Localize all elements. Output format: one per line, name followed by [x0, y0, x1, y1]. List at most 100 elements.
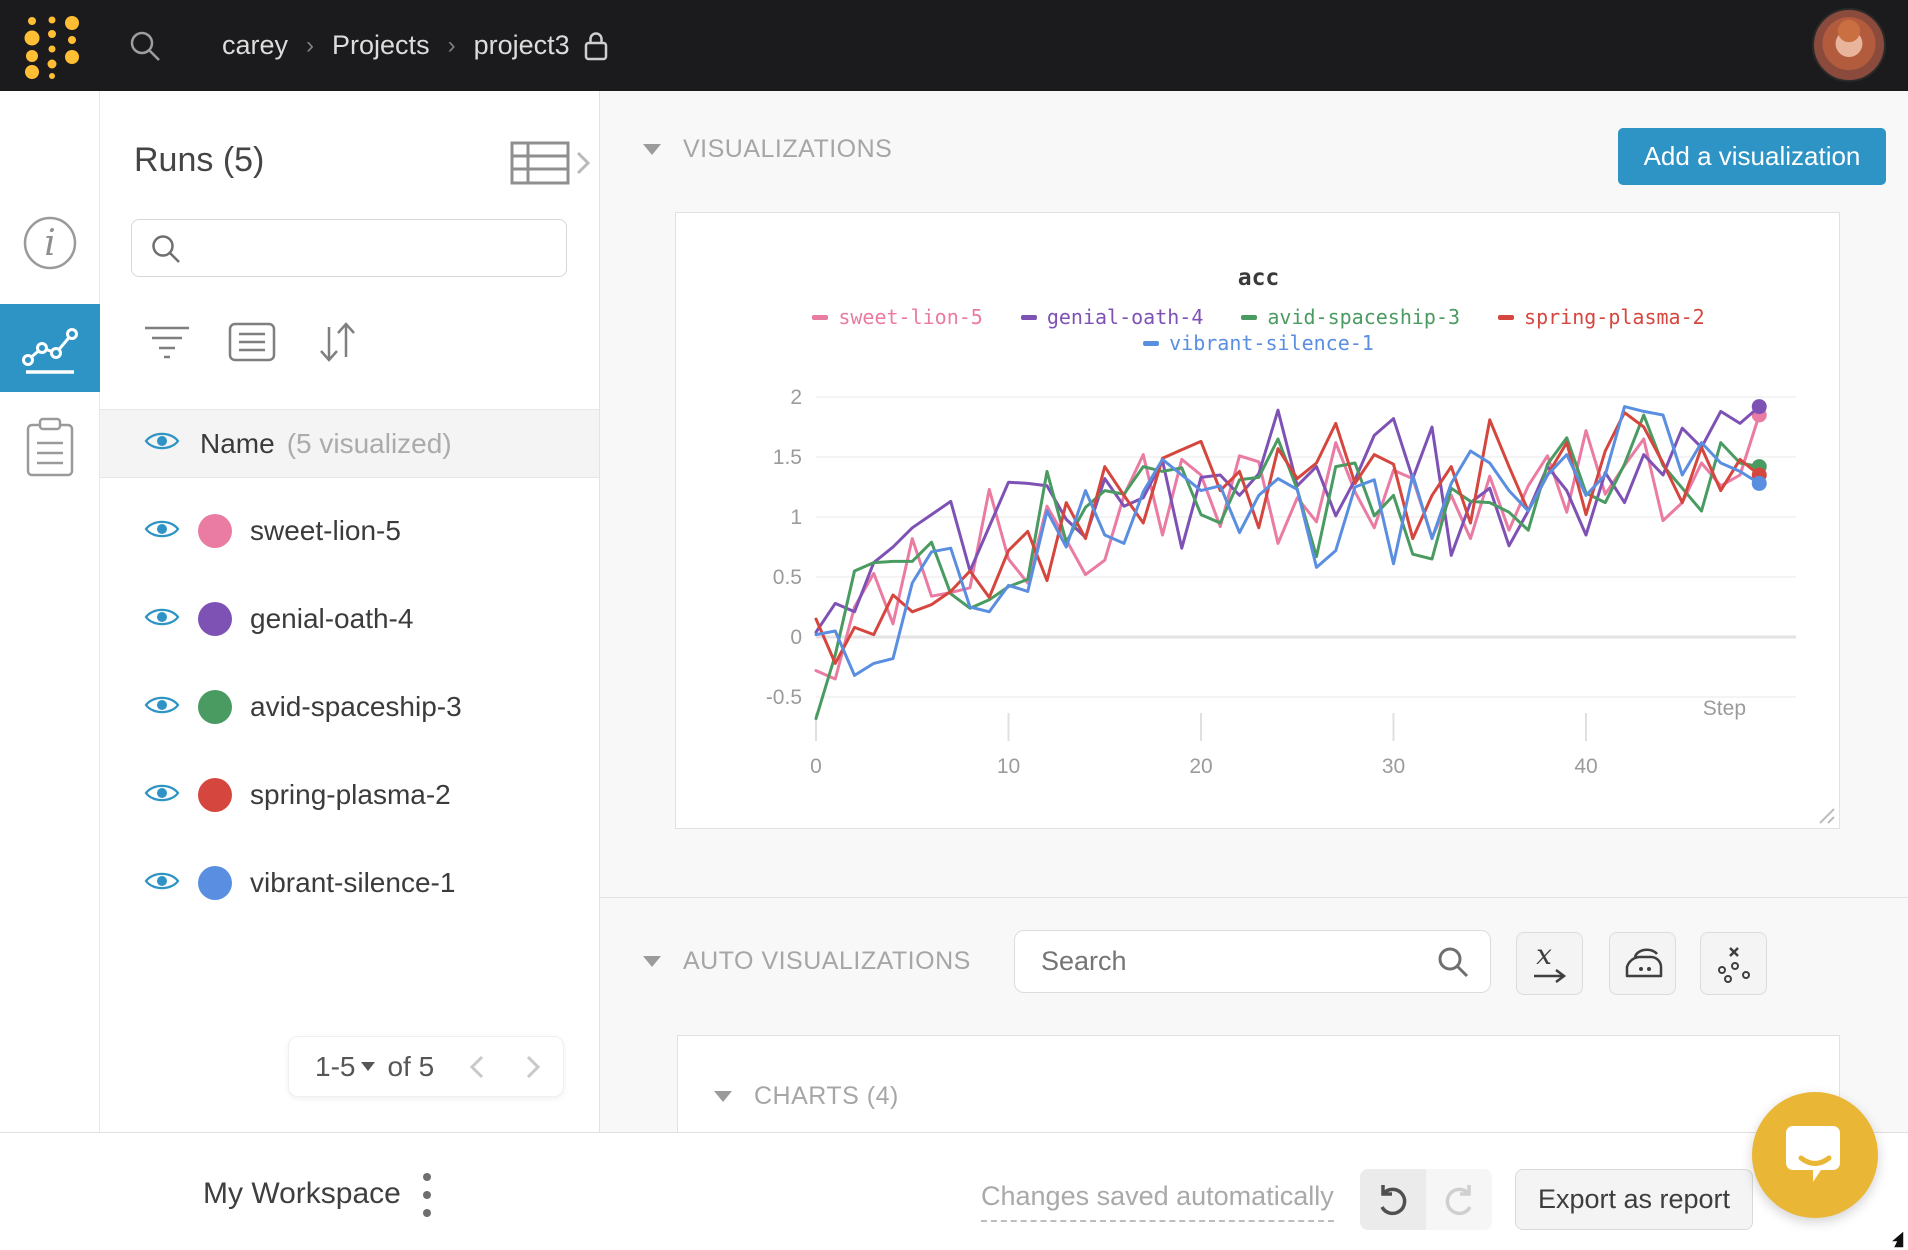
collapse-triangle-icon	[714, 1091, 732, 1102]
run-row: genial-oath-4	[100, 575, 599, 663]
run-row: sweet-lion-5	[100, 487, 599, 575]
series-line	[814, 405, 1761, 634]
page-range-label[interactable]: 1-5	[315, 1050, 356, 1082]
page-size-caret-icon[interactable]	[361, 1062, 376, 1071]
workspace-footer-bar: My Workspace Changes saved automatically…	[0, 1132, 1908, 1250]
acc-chart-svg: 2 1.5 1 0.5 0 -0.5 0 10 20 30 40 Step	[766, 386, 1796, 778]
group-runs-button[interactable]	[224, 317, 280, 367]
run-name[interactable]: vibrant-silence-1	[250, 867, 456, 898]
runs-search-input[interactable]	[192, 224, 552, 272]
list-card-icon	[228, 322, 276, 362]
run-visibility-eye-icon[interactable]	[144, 869, 180, 898]
autosave-status: Changes saved automatically	[981, 1181, 1334, 1222]
legend-label: genial-oath-4	[1046, 305, 1204, 329]
y-tick-label: 1	[790, 506, 802, 529]
previous-page-icon[interactable]	[464, 1051, 490, 1083]
run-color-dot	[198, 778, 232, 812]
legend-swatch	[812, 314, 829, 320]
search-icon[interactable]	[1436, 945, 1470, 979]
visualizations-header: VISUALIZATIONS	[683, 135, 893, 163]
y-tick-label: 0	[790, 626, 802, 649]
redo-button[interactable]	[1426, 1169, 1492, 1230]
legend-swatch	[1241, 314, 1258, 320]
workspace-menu-kebab-icon[interactable]	[412, 1173, 442, 1217]
visualized-count-label: (5 visualized)	[286, 427, 452, 459]
line-chart-icon	[22, 328, 78, 374]
rail-item-charts-selected[interactable]	[0, 304, 100, 392]
run-color-dot	[198, 690, 232, 724]
legend-item[interactable]: avid-spaceship-3	[1241, 305, 1460, 329]
run-visibility-eye-icon[interactable]	[144, 693, 180, 722]
legend-item[interactable]: vibrant-silence-1	[1143, 331, 1374, 355]
legend-label: avid-spaceship-3	[1267, 305, 1461, 329]
collapse-triangle-icon	[643, 144, 661, 155]
legend-label: spring-plasma-2	[1524, 305, 1705, 329]
user-avatar[interactable]	[1812, 8, 1886, 82]
outlier-settings-button[interactable]	[1700, 932, 1767, 995]
x-axis-settings-button[interactable]: x	[1516, 932, 1583, 995]
acc-chart-panel[interactable]: acc sweet-lion-5 genial-oath-4 avid-spaces…	[675, 212, 1840, 829]
rail-item-notes[interactable]	[0, 404, 100, 492]
next-page-icon[interactable]	[520, 1051, 546, 1083]
export-as-report-button[interactable]: Export as report	[1515, 1169, 1753, 1230]
runs-toolbar	[100, 307, 600, 377]
runs-table-expand-icon[interactable]	[508, 139, 594, 185]
auto-viz-search-box	[1014, 930, 1491, 993]
auto-visualizations-section-toggle[interactable]: AUTO VISUALIZATIONS	[643, 947, 971, 976]
breadcrumb-project-name[interactable]: project3	[473, 30, 570, 60]
visualizations-section-toggle[interactable]: VISUALIZATIONS	[643, 135, 892, 164]
run-visibility-eye-icon[interactable]	[144, 517, 180, 546]
chart-legend: sweet-lion-5 genial-oath-4 avid-spaceship-…	[676, 305, 1841, 357]
chat-smile-icon	[1786, 1126, 1840, 1182]
legend-swatch	[1020, 314, 1037, 320]
legend-item[interactable]: spring-plasma-2	[1498, 305, 1705, 329]
undo-redo-group	[1360, 1169, 1492, 1230]
run-name[interactable]: spring-plasma-2	[250, 779, 451, 810]
sort-runs-button[interactable]	[309, 317, 365, 367]
collapse-triangle-icon	[643, 956, 661, 967]
filter-runs-button[interactable]	[139, 317, 195, 367]
smoothing-settings-button[interactable]	[1609, 932, 1676, 995]
run-visibility-eye-icon[interactable]	[144, 781, 180, 810]
run-row: vibrant-silence-1	[100, 839, 599, 927]
run-name[interactable]: genial-oath-4	[250, 603, 414, 634]
run-name[interactable]: avid-spaceship-3	[250, 691, 462, 722]
legend-swatch	[1498, 314, 1515, 320]
auto-visualizations-header: AUTO VISUALIZATIONS	[683, 947, 971, 975]
undo-button[interactable]	[1360, 1169, 1426, 1230]
sort-arrows-icon	[320, 322, 355, 362]
breadcrumb-projects[interactable]: Projects	[332, 30, 430, 60]
global-search-icon[interactable]	[128, 29, 162, 63]
support-chat-bubble[interactable]	[1752, 1092, 1878, 1218]
wandb-logo-icon[interactable]	[20, 13, 84, 79]
clipboard-icon	[26, 417, 74, 477]
run-color-dot	[198, 514, 232, 548]
runs-pagination: 1-5 of 5	[288, 1036, 564, 1097]
y-tick-label: 0.5	[773, 566, 802, 589]
legend-item[interactable]: sweet-lion-5	[812, 305, 983, 329]
series-line	[814, 411, 1761, 665]
toggle-all-visibility-eye-icon[interactable]	[144, 429, 180, 458]
breadcrumb-separator: ›	[306, 31, 315, 59]
series-line	[814, 405, 1761, 677]
breadcrumb-user[interactable]: carey	[222, 30, 289, 60]
charts-section-toggle[interactable]: CHARTS (4)	[714, 1082, 899, 1111]
auto-viz-search-input[interactable]	[1041, 937, 1431, 985]
filter-funnel-icon	[145, 326, 189, 359]
runs-name-header-row: Name (5 visualized)	[100, 409, 599, 478]
add-visualization-button[interactable]: Add a visualization	[1618, 128, 1886, 185]
run-color-dot	[198, 602, 232, 636]
resize-handle-icon[interactable]	[1814, 803, 1836, 825]
run-name[interactable]: sweet-lion-5	[250, 515, 401, 546]
charts-header: CHARTS (4)	[754, 1082, 899, 1110]
legend-label: vibrant-silence-1	[1169, 331, 1374, 355]
run-visibility-eye-icon[interactable]	[144, 605, 180, 634]
legend-item[interactable]: genial-oath-4	[1020, 305, 1204, 329]
top-navbar: carey › Projects › project3	[0, 0, 1908, 91]
rail-item-overview[interactable]: i	[0, 199, 100, 287]
run-color-dot	[198, 866, 232, 900]
svg-text:i: i	[44, 223, 56, 264]
x-tick-label: 40	[1574, 755, 1597, 778]
y-tick-label: 2	[790, 386, 802, 409]
